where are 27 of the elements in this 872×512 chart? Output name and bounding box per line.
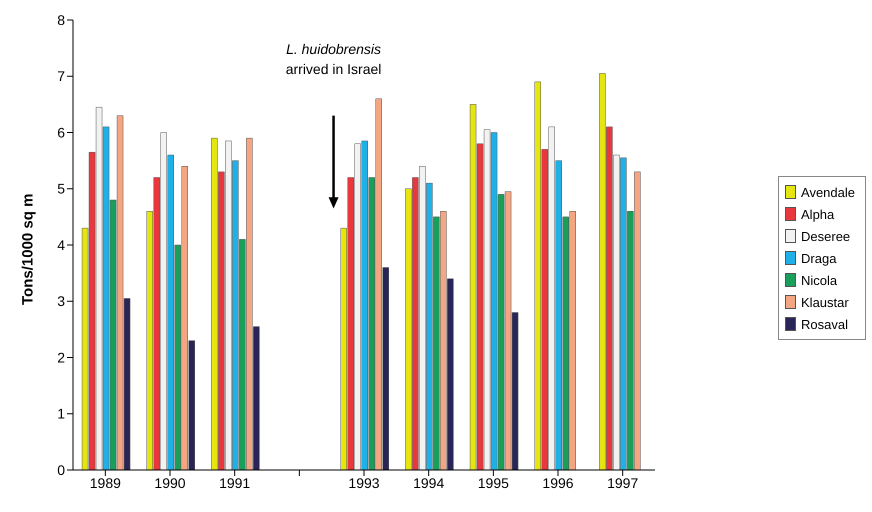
x-tick-label: 1989: [90, 474, 122, 491]
x-tick-label: 1994: [413, 474, 444, 491]
x-tick-label: 1997: [607, 474, 638, 491]
legend-label: Nicola: [801, 272, 838, 288]
legend-label: Draga: [801, 250, 836, 266]
y-tick-label: 7: [57, 68, 66, 84]
legend-label: Alpha: [801, 206, 834, 222]
legend-label: Avendale: [801, 184, 855, 200]
y-tick-label: 6: [57, 124, 66, 140]
y-tick-label: 1: [57, 406, 66, 422]
y-tick-label: 8: [57, 12, 66, 28]
x-tick-label: 1995: [478, 474, 510, 491]
legend-label: Rosaval: [801, 316, 848, 332]
x-tick-label: 1996: [542, 474, 574, 491]
annotation: arrived in Israel: [286, 60, 382, 77]
annotation: L. huidobrensis: [286, 40, 382, 57]
legend-label: Deseree: [801, 228, 850, 244]
x-tick-label: 1990: [154, 474, 186, 491]
y-axis-title: Tons/1000 sq m: [19, 194, 36, 305]
x-tick-label: 1991: [219, 474, 250, 491]
y-tick-label: 2: [57, 349, 66, 366]
legend-label: Klaustar: [801, 294, 849, 310]
y-tick-label: 5: [57, 180, 66, 197]
y-tick-label: 4: [57, 236, 66, 253]
y-tick-label: 0: [57, 462, 66, 478]
y-tick-label: 3: [57, 293, 66, 310]
x-tick-label: 1993: [348, 474, 380, 491]
